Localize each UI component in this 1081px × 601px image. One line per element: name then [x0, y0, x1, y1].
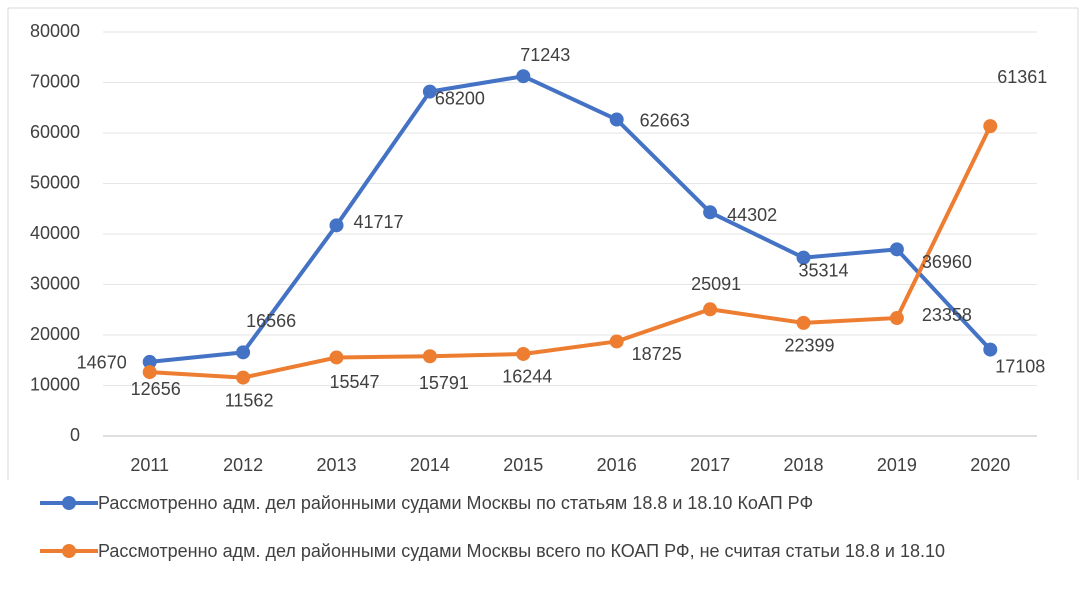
point-marker: [703, 302, 718, 317]
point-marker: [236, 345, 251, 360]
y-tick-label: 70000: [30, 71, 80, 91]
legend-label: Рассмотренно адм. дел районными судами М…: [98, 493, 814, 513]
y-tick-label: 40000: [30, 223, 80, 243]
data-label: 61361: [997, 67, 1047, 87]
legend-label: Рассмотренно адм. дел районными судами М…: [98, 541, 946, 561]
data-label: 15547: [329, 372, 379, 392]
x-tick-label: 2016: [597, 455, 637, 475]
data-label: 23358: [922, 305, 972, 325]
point-marker: [609, 112, 624, 127]
chart: 0 10000 20000 30000 40000 50000 60000 70000 8000…: [7, 7, 1079, 480]
y-tick-label: 50000: [30, 172, 80, 192]
data-label: 22399: [784, 336, 834, 356]
y-tick-label: 20000: [30, 324, 80, 344]
data-label: 14670: [77, 353, 127, 373]
point-marker: [983, 342, 998, 357]
x-tick-label: 2019: [877, 455, 917, 475]
data-label: 11562: [225, 390, 274, 410]
legend-marker: [62, 544, 76, 558]
point-marker: [236, 370, 251, 385]
data-label: 62663: [640, 110, 690, 130]
y-tick-label: 30000: [30, 273, 80, 293]
data-label: 17108: [995, 356, 1045, 376]
data-label: 12656: [131, 379, 181, 399]
data-label: 41717: [353, 212, 403, 232]
point-marker: [889, 242, 904, 257]
point-marker: [516, 346, 531, 361]
data-label: 15791: [419, 373, 469, 393]
x-tick-label: 2011: [130, 455, 169, 475]
series-line: [149, 125, 993, 380]
x-tick-label: 2020: [970, 455, 1010, 475]
y-tick-label: 80000: [30, 21, 80, 41]
data-label: 71243: [520, 45, 570, 65]
point-marker: [703, 205, 718, 220]
data-label: 18725: [632, 344, 682, 364]
legend-icon: [40, 544, 98, 558]
point-marker: [422, 349, 437, 364]
data-label: 35314: [798, 260, 848, 280]
point-marker: [983, 119, 998, 134]
x-tick-label: 2014: [410, 455, 450, 475]
x-tick-label: 2012: [223, 455, 263, 475]
point-marker: [329, 218, 344, 233]
point-marker: [796, 250, 811, 265]
point-marker: [142, 354, 157, 369]
x-tick-label: 2013: [316, 455, 356, 475]
data-label: 44302: [727, 205, 777, 225]
point-marker: [889, 311, 904, 326]
series-line: [149, 74, 992, 364]
legend-entry: Рассмотренно адм. дел районными судами М…: [40, 538, 1070, 564]
point-marker: [329, 350, 344, 365]
data-label: 25091: [691, 274, 741, 294]
data-label: 68200: [435, 88, 485, 108]
point-marker: [609, 334, 624, 349]
y-tick-label: 10000: [30, 374, 80, 394]
legend-icon: [40, 496, 98, 510]
data-label: 16244: [502, 367, 552, 387]
legend-marker: [62, 496, 76, 510]
point-marker: [142, 365, 157, 380]
x-tick-label: 2018: [783, 455, 823, 475]
legend-entry: Рассмотренно адм. дел районными судами М…: [40, 490, 1070, 516]
y-tick-label: 60000: [30, 122, 80, 142]
chart-frame: [7, 7, 1079, 480]
point-marker: [422, 84, 437, 99]
legend: Рассмотренно адм. дел районными судами М…: [40, 490, 1070, 586]
data-label: 36960: [922, 252, 972, 272]
data-label: 16566: [246, 311, 296, 331]
y-tick-label: 0: [70, 425, 80, 445]
point-marker: [516, 69, 531, 84]
x-tick-label: 2015: [503, 455, 543, 475]
x-tick-label: 2017: [690, 455, 730, 475]
point-marker: [796, 315, 811, 330]
